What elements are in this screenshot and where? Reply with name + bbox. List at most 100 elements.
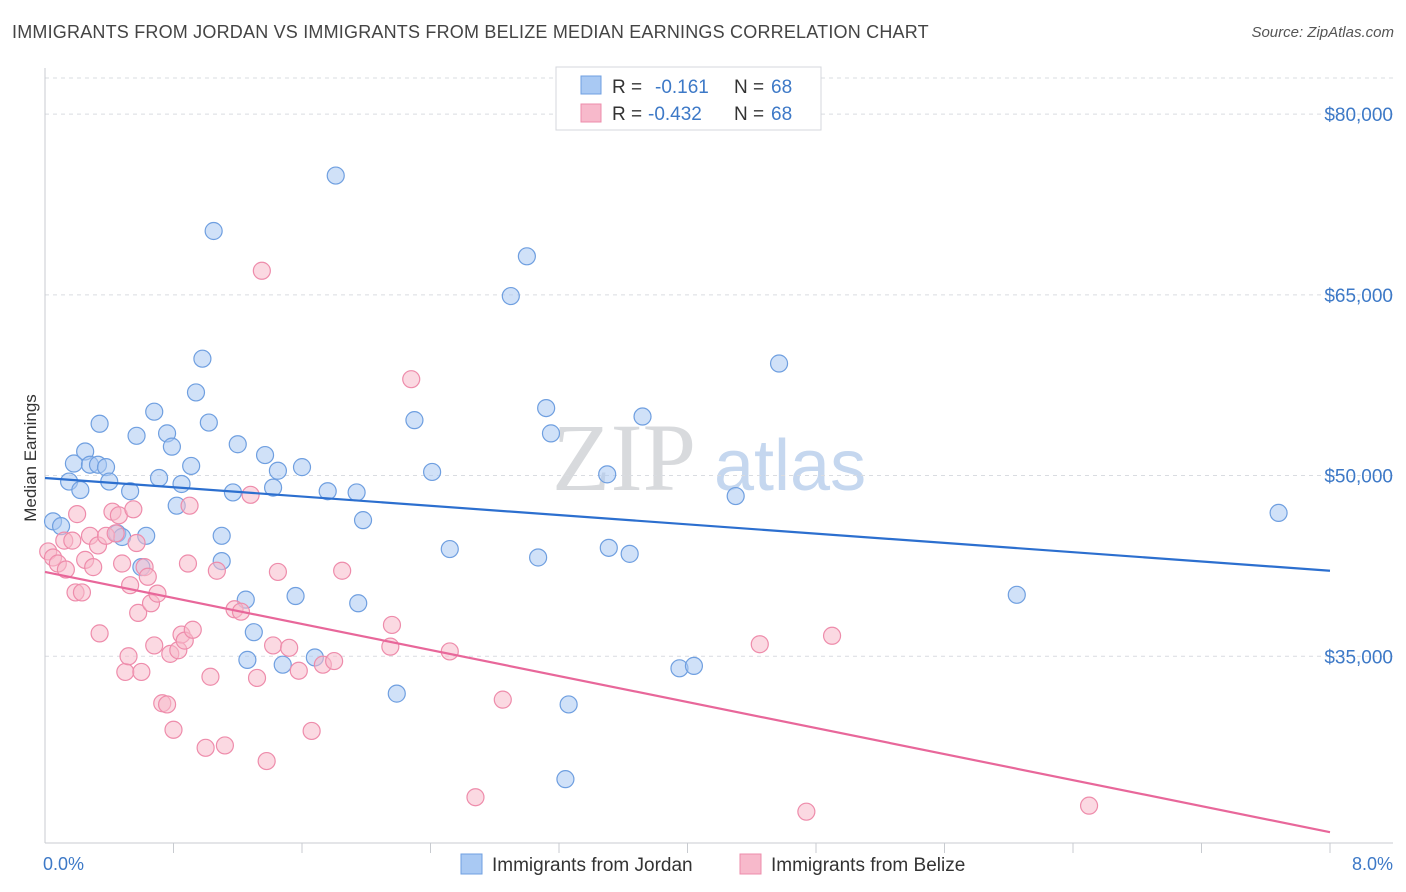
data-point-jordan <box>268 461 288 480</box>
data-point-jordan <box>212 526 231 545</box>
data-point-belize <box>178 554 198 573</box>
y-tick-label: $35,000 <box>1324 647 1393 668</box>
data-point-jordan <box>162 437 181 456</box>
data-point-belize <box>157 695 177 714</box>
data-point-belize <box>129 603 148 622</box>
data-point-jordan <box>726 486 745 506</box>
x-tick-label: 8.0% <box>1352 854 1393 874</box>
data-point-belize <box>257 751 276 771</box>
data-point-jordan <box>1269 503 1288 523</box>
data-point-belize <box>822 626 842 645</box>
data-point-jordan <box>405 411 424 430</box>
data-point-jordan <box>90 414 109 433</box>
bottom-legend: Immigrants from Jordan Immigrants from B… <box>460 853 965 876</box>
legend-r-label: R = <box>612 77 642 98</box>
legend-box: R = -0.161 N = 68 R = -0.432 N = 68 <box>555 66 822 131</box>
data-point-jordan <box>199 413 218 432</box>
data-point-belize <box>241 485 260 504</box>
data-point-jordan <box>537 398 556 418</box>
legend-swatch-jordan <box>580 75 602 95</box>
data-point-jordan <box>559 695 578 714</box>
data-point-belize <box>183 620 202 639</box>
data-point-jordan <box>556 770 575 789</box>
bottom-legend-label-belize: Immigrants from Belize <box>771 855 965 876</box>
data-point-jordan <box>517 247 536 266</box>
chart-title: IMMIGRANTS FROM JORDAN VS IMMIGRANTS FRO… <box>12 22 929 42</box>
watermark: ZIP atlas <box>552 404 866 511</box>
data-point-belize <box>90 624 109 643</box>
legend-r-value: -0.432 <box>648 104 702 125</box>
data-point-jordan <box>599 538 618 557</box>
legend-r-value: -0.161 <box>655 77 709 98</box>
data-point-jordan <box>353 511 373 530</box>
data-point-belize <box>302 721 321 741</box>
data-point-jordan <box>186 383 206 402</box>
data-point-jordan <box>263 478 283 497</box>
tick-labels: $35,000 $50,000 $65,000 $80,000 0.0% 8.0% <box>43 105 1393 874</box>
data-point-belize <box>164 720 183 739</box>
data-point-jordan <box>204 221 223 241</box>
data-point-belize <box>68 505 87 524</box>
data-point-belize <box>797 802 816 821</box>
data-point-jordan <box>620 544 639 563</box>
data-point-belize <box>247 668 267 688</box>
data-point-jordan <box>273 655 292 674</box>
data-point-belize <box>325 651 344 671</box>
data-point-jordan <box>292 458 312 477</box>
data-point-belize <box>215 736 234 755</box>
data-point-belize <box>493 690 512 709</box>
data-point-jordan <box>347 483 366 502</box>
trend-line-belize <box>44 570 1331 834</box>
data-point-jordan <box>349 594 368 613</box>
data-point-belize <box>750 635 769 654</box>
data-point-belize <box>466 788 485 807</box>
legend-n-label: N = <box>734 104 764 125</box>
legend-n-value: 68 <box>771 77 792 98</box>
data-point-jordan <box>71 480 90 500</box>
data-point-jordan <box>440 539 459 559</box>
data-point-belize <box>56 560 75 579</box>
data-point-jordan <box>423 462 442 482</box>
legend-swatch-belize <box>580 103 602 123</box>
data-point-jordan <box>318 482 337 501</box>
data-point-jordan <box>387 684 406 703</box>
y-tick-label: $80,000 <box>1324 105 1393 126</box>
x-tick-label: 0.0% <box>43 854 84 874</box>
data-point-belize <box>72 583 92 602</box>
gridlines <box>45 77 1393 657</box>
bottom-legend-swatch-jordan <box>460 853 483 875</box>
data-point-belize <box>268 562 288 582</box>
data-point-belize <box>280 638 299 657</box>
data-point-jordan <box>127 426 146 445</box>
data-point-jordan <box>149 468 169 488</box>
data-point-belize <box>1079 796 1099 815</box>
data-point-jordan <box>326 166 345 185</box>
data-point-jordan <box>193 349 212 368</box>
data-point-jordan <box>255 445 275 465</box>
data-point-belize <box>440 642 459 661</box>
data-point-belize <box>119 647 138 666</box>
data-point-jordan <box>769 354 789 373</box>
data-point-jordan <box>1007 585 1026 604</box>
axes <box>44 68 1393 853</box>
data-point-belize <box>263 636 283 655</box>
data-point-belize <box>116 662 135 682</box>
data-point-belize <box>112 554 132 573</box>
trend-lines <box>44 476 1331 834</box>
bottom-legend-label-jordan: Immigrants from Jordan <box>492 855 693 876</box>
data-point-jordan <box>633 407 652 426</box>
bottom-legend-swatch-belize <box>739 853 762 875</box>
legend-n-label: N = <box>734 77 764 98</box>
data-point-belize <box>252 261 271 280</box>
y-axis-label: Median Earnings <box>21 394 40 522</box>
data-point-belize <box>289 661 308 680</box>
data-points <box>39 166 1288 821</box>
data-point-jordan <box>238 650 257 669</box>
data-point-belize <box>132 662 151 682</box>
data-point-belize <box>106 524 125 543</box>
watermark-zip: ZIP <box>552 404 696 511</box>
data-point-belize <box>63 531 82 550</box>
source-note: Source: ZipAtlas.com <box>1251 24 1394 41</box>
data-point-belize <box>333 561 352 580</box>
